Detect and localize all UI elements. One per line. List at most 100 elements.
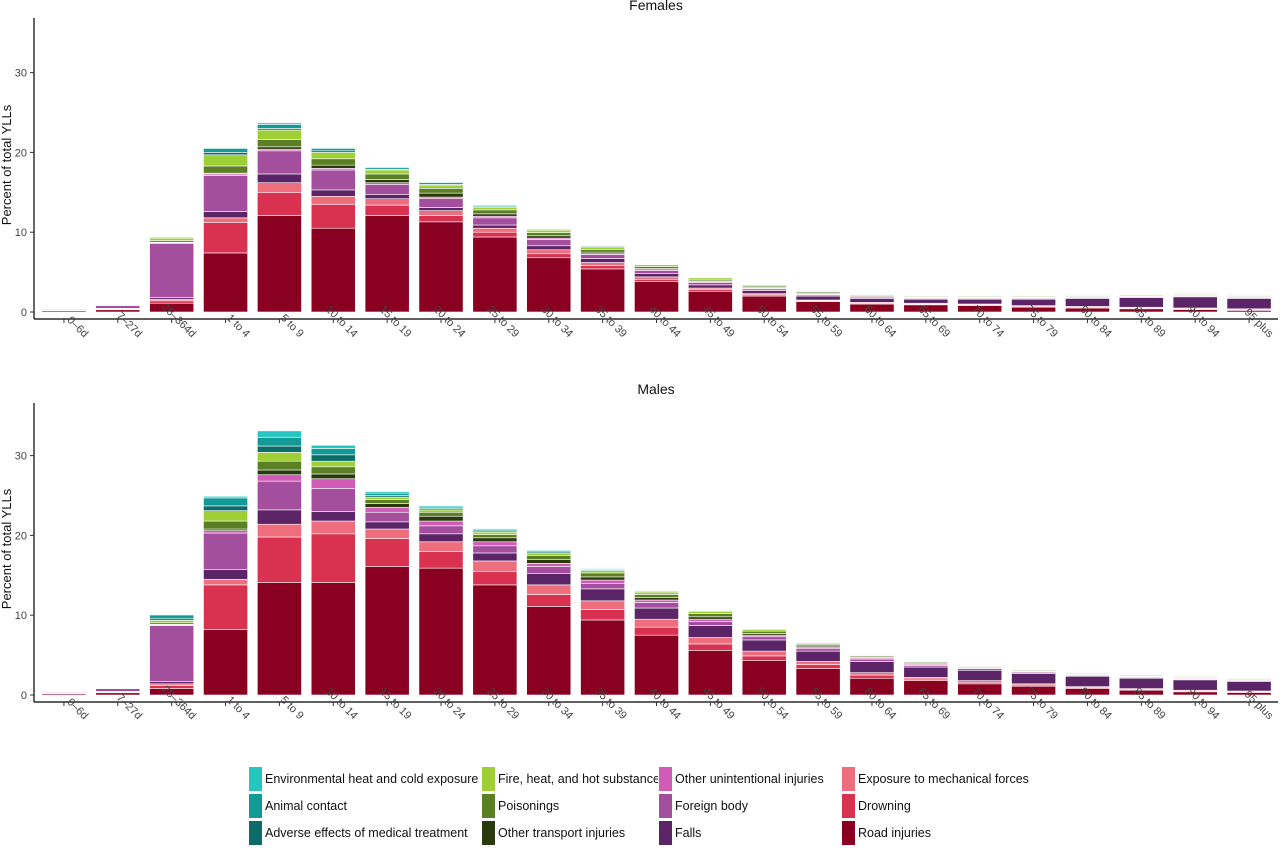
males-bar-segment-environmental-heat-and-cold-exposure [310,444,356,449]
males-bar-segment-foreign-body [526,566,572,575]
females-bar-stack [849,292,895,313]
females-bar-segment-environmental-heat-and-cold-exposure [741,283,787,285]
females-bar-segment-foreign-body [634,270,679,274]
males-y-tick-label: 20 [15,530,27,542]
females-bar-segment-exposure-to-mechanical-forces [203,217,248,223]
males-bar-stack [795,641,841,696]
males-bar-segment-environmental-heat-and-cold-exposure [472,528,518,531]
males-bar-segment-animal-contact [203,497,248,507]
females-bar-segment-poisonings [472,209,518,215]
males-bar-segment-drowning [203,584,248,630]
females-bar-segment-drowning [472,231,518,238]
females-bar-segment-fire-heat-and-hot-substances [203,154,248,167]
females-bar-segment-falls [957,298,1003,305]
females-bar-segment-environmental-heat-and-cold-exposure [957,294,1003,296]
legend-item-poisonings: Poisonings [481,793,559,819]
males-bar-segment-road-injuries [795,668,841,696]
legend-swatch [658,820,673,846]
males-bar-segment-road-injuries [741,660,787,696]
females-bar-segment-environmental-heat-and-cold-exposure [95,303,141,306]
females-bar-segment-foreign-body [203,175,248,212]
males-bar-segment-adverse-effects-of-medical-treatment [203,505,248,511]
females-bar-segment-other-transport-injuries [364,179,410,184]
males-bar-segment-exposure-to-mechanical-forces [687,637,733,645]
legend-label: Foreign body [675,799,748,813]
males-bar-segment-poisonings [364,499,410,504]
legend-swatch [248,793,263,819]
legend-label: Falls [675,826,702,840]
males-bar-segment-drowning [472,571,518,586]
females-bar-segment-adverse-effects-of-medical-treatment [203,152,248,156]
males-bar-segment-poisonings [310,466,356,475]
females-bar-segment-fire-heat-and-hot-substances [257,129,302,140]
females-x-tick-label: 5 to 9 [278,312,306,340]
males-bar-stack [849,653,895,696]
males-bar-segment-other-transport-injuries [257,469,302,476]
females-bar-segment-road-injuries [634,281,679,313]
males-bar-segment-road-injuries [634,634,679,696]
legend-label: Drowning [858,799,911,813]
females-bar-segment-exposure-to-mechanical-forces [310,195,356,205]
males-bar-segment-drowning [364,538,410,567]
males-y-tick-label: 10 [15,610,27,622]
males-bar-segment-falls [364,521,410,530]
females-bar-segment-exposure-to-mechanical-forces [634,276,679,280]
males-bar-segment-foreign-body [580,582,626,590]
males-bar-segment-other-unintentional-injuries [687,618,733,622]
males-bar-segment-exposure-to-mechanical-forces [580,600,626,610]
males-bar-segment-falls [903,666,949,678]
females-bar-segment-fire-heat-and-hot-substances [364,169,410,175]
females-bar-segment-falls [526,245,572,251]
males-bar-segment-fire-heat-and-hot-substances [418,509,464,513]
males-bar-segment-exposure-to-mechanical-forces [849,672,895,676]
males-bar-segment-drowning [849,674,895,679]
males-bar-segment-other-transport-injuries [310,473,356,480]
females-bar-segment-foreign-body [257,150,302,175]
females-bar-segment-falls [741,290,787,294]
females-bar-segment-falls [687,284,733,289]
legend-label: Other unintentional injuries [675,772,824,786]
females-bar-segment-environmental-heat-and-cold-exposure [472,204,518,206]
males-bar-segment-environmental-heat-and-cold-exposure [849,653,895,655]
females-bar-stack [1118,292,1164,313]
legend-swatch [248,820,263,846]
males-bar-segment-exposure-to-mechanical-forces [526,584,572,595]
males-bar-segment-foreign-body [418,525,464,535]
males-bar-segment-road-injuries [203,629,248,696]
males-bar-segment-other-unintentional-injuries [634,599,679,603]
females-bar-segment-falls [795,295,841,301]
males-y-axis-label: Percent of total YLLs [0,488,14,609]
females-bar-segment-environmental-heat-and-cold-exposure [1118,292,1164,294]
males-bar-segment-animal-contact [149,614,195,620]
males-bar-segment-environmental-heat-and-cold-exposure [1118,673,1164,675]
males-bar-stack [1172,674,1218,696]
males-bar-segment-fire-heat-and-hot-substances [526,552,572,556]
females-bar-segment-drowning [310,203,356,229]
females-bar-segment-drowning [364,204,410,216]
males-bar-stack [1065,671,1110,696]
females-bar-segment-road-injuries [257,215,302,313]
males-bar-segment-falls [418,533,464,543]
females-bar-stack [418,181,464,313]
females-bar-segment-poisonings [364,173,410,180]
males-bar-segment-poisonings [687,613,733,618]
males-bar-segment-poisonings [418,511,464,517]
males-bar-segment-road-injuries [418,567,464,696]
legend-swatch [658,766,673,792]
females-bar-segment-fire-heat-and-hot-substances [310,152,356,160]
males-bar-segment-other-unintentional-injuries [364,507,410,513]
males-bar-segment-falls [526,573,572,586]
females-bar-stack [1226,293,1272,313]
females-y-tick-label: 10 [15,227,27,239]
males-bar-stack [310,444,356,696]
legend-swatch [841,820,856,846]
females-bar-segment-environmental-heat-and-cold-exposure [903,294,949,296]
females-bar-segment-exposure-to-mechanical-forces [418,210,464,216]
females-bar-segment-falls [849,298,895,303]
females-bar-segment-poisonings [526,232,572,237]
males-bar-segment-falls [957,669,1003,681]
females-bar-segment-other-transport-injuries [257,146,302,150]
females-bar-segment-drowning [634,278,679,282]
males-bar-segment-environmental-heat-and-cold-exposure [41,690,87,692]
